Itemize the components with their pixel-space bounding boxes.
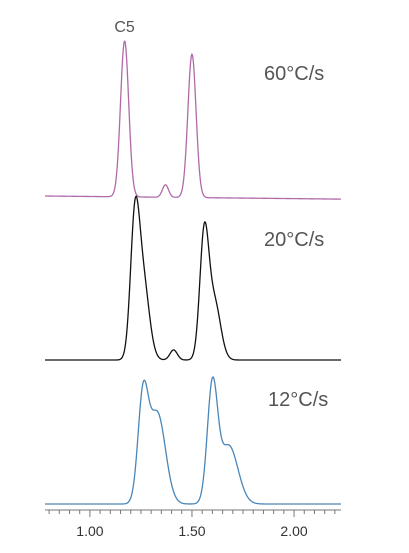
trace-series-3 [44,376,342,505]
series-label-1: 60°C/s [264,63,324,85]
peak-annotation-1: C5 [114,19,135,36]
x-tick-label: 1.00 [76,523,103,539]
trace-series-2 [44,195,342,361]
x-axis: 1.00 1.50 2.00 [45,509,341,539]
series-label-3: 12°C/s [268,389,328,411]
series-label-2: 20°C/s [264,229,324,251]
panel-labels-group: 60°C/s 20°C/s 12°C/s C5 [114,19,328,411]
trace-series-1 [44,40,342,200]
x-tick-label: 2.00 [280,523,307,539]
x-tick-label: 1.50 [178,523,205,539]
traces-group [44,40,342,505]
